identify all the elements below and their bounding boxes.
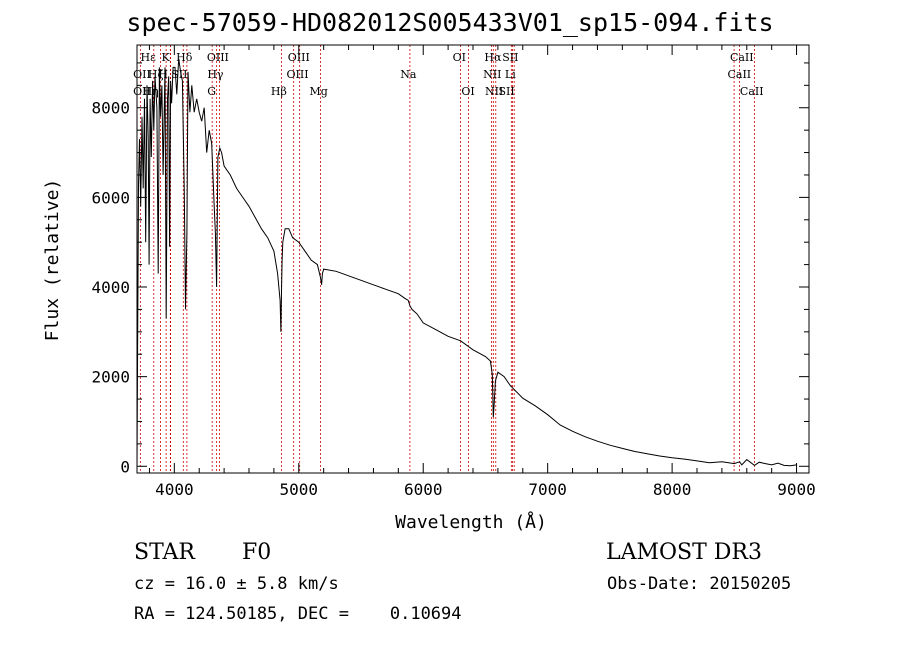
line-marker-label: SII (498, 85, 514, 98)
x-tick-label: 6000 (404, 480, 443, 499)
x-axis-ticks: 4000 5000 6000 7000 8000 9000 (148, 45, 816, 499)
spectral-subclass: F0 (242, 540, 272, 565)
line-marker-label: G (207, 85, 216, 98)
observation-date: Obs-Date: 20150205 (607, 574, 792, 594)
line-marker-label: OII (133, 68, 151, 81)
y-axis-label: Flux (relative) (42, 179, 63, 342)
line-marker-label: SII (171, 68, 187, 81)
y-tick-label: 8000 (91, 99, 130, 118)
line-marker-label: H (158, 68, 168, 81)
line-marker-label: Li (505, 68, 516, 81)
survey-name: LAMOST DR3 (606, 540, 762, 565)
line-marker-label: NII (483, 68, 501, 81)
spectral-line-markers (139, 45, 755, 473)
line-marker-label: Hε (141, 51, 157, 64)
y-tick-label: 4000 (91, 278, 130, 297)
line-marker-label: OI (453, 51, 466, 64)
x-tick-label: 4000 (155, 480, 194, 499)
line-marker-label: Hγ (207, 68, 224, 81)
x-axis-label: Wavelength (Å) (395, 511, 547, 533)
plot-frame (136, 44, 810, 474)
spectrum-line (136, 58, 797, 467)
line-marker-label: CaII (740, 85, 764, 98)
x-tick-label: 7000 (528, 480, 567, 499)
y-tick-label: 2000 (91, 368, 130, 387)
line-marker-label: OII (133, 85, 151, 98)
x-tick-label: 9000 (777, 480, 816, 499)
x-tick-label: 8000 (653, 480, 692, 499)
line-marker-label: CaII (727, 68, 751, 81)
line-marker-label: SII (502, 51, 518, 64)
line-marker-label: Na (400, 68, 417, 81)
y-tick-label: 6000 (91, 188, 130, 207)
x-tick-label: 5000 (280, 480, 319, 499)
line-marker-label: NII (485, 85, 503, 98)
y-axis-ticks: 0 2000 4000 6000 8000 (91, 62, 809, 476)
line-marker-label: CaII (730, 51, 754, 64)
line-marker-label: OI (461, 85, 474, 98)
line-marker-label: OIII (287, 68, 309, 81)
line-marker-label: K (162, 51, 171, 64)
line-marker-label: Mg (310, 85, 328, 98)
y-tick-label: 0 (120, 457, 130, 476)
line-marker-label: Hβ (271, 85, 287, 98)
redshift-velocity: cz = 16.0 ± 5.8 km/s (134, 574, 339, 594)
line-marker-label: Hα (484, 51, 502, 64)
object-class: STAR (134, 540, 195, 565)
line-marker-label: OIII (288, 51, 310, 64)
line-marker-label: OIII (207, 51, 229, 64)
coordinates: RA = 124.50185, DEC = 0.10694 (134, 604, 462, 624)
line-marker-label: Hδ (176, 51, 193, 64)
chart-title: spec-57059-HD082012S005433V01_sp15-094.f… (126, 8, 774, 37)
